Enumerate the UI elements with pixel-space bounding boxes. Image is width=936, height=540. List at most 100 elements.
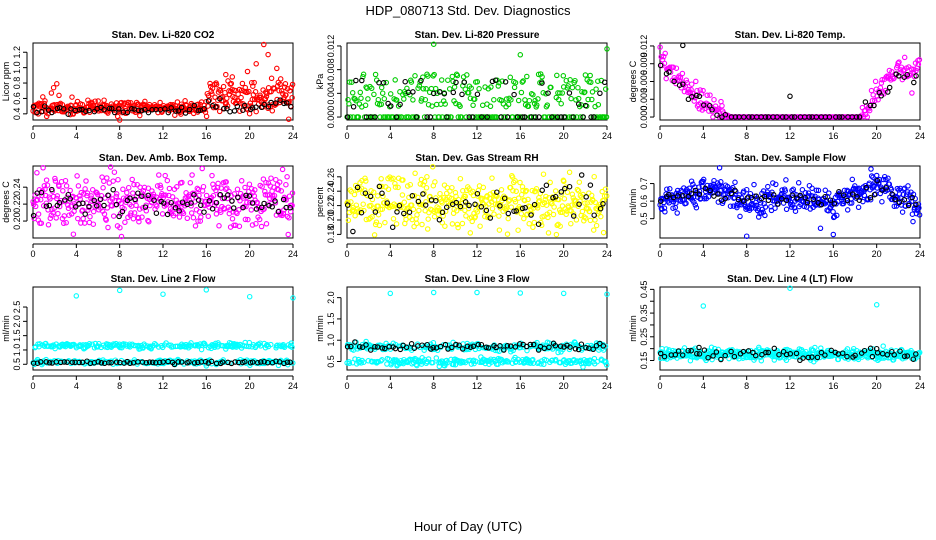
data-point xyxy=(558,191,565,197)
data-point xyxy=(601,79,608,86)
x-tick-label: 20 xyxy=(245,381,255,391)
data-point xyxy=(194,185,201,192)
data-point xyxy=(119,208,126,215)
data-point xyxy=(795,180,802,186)
chart-title: Stan. Dev. Sample Flow xyxy=(734,153,846,164)
data-point xyxy=(150,191,157,197)
data-point xyxy=(836,114,843,120)
data-point xyxy=(570,211,577,217)
data-point xyxy=(242,102,248,109)
data-point xyxy=(45,222,52,228)
data-point xyxy=(700,102,707,108)
data-point xyxy=(782,188,789,194)
y-axis-label: ml/min xyxy=(1,315,11,342)
data-point xyxy=(228,80,235,87)
data-point xyxy=(685,193,692,200)
data-point xyxy=(246,193,253,199)
data-point xyxy=(271,192,278,199)
data-point xyxy=(174,99,181,105)
data-point xyxy=(350,228,356,235)
data-point xyxy=(251,79,257,86)
data-point xyxy=(496,227,503,233)
data-point xyxy=(75,183,82,189)
data-point xyxy=(54,81,60,87)
data-point xyxy=(572,77,578,84)
data-point xyxy=(376,183,383,190)
x-tick-label: 24 xyxy=(602,131,612,141)
data-point xyxy=(502,114,508,120)
y-tick-label: 0.012 xyxy=(639,35,649,58)
data-point xyxy=(912,195,918,202)
data-point xyxy=(582,200,588,206)
data-point xyxy=(66,198,73,204)
data-point xyxy=(564,189,571,196)
data-point xyxy=(526,97,533,104)
data-point xyxy=(47,215,54,222)
data-point xyxy=(40,165,46,171)
data-point xyxy=(421,114,428,120)
y-axis-label: degrees C xyxy=(1,181,11,223)
data-point xyxy=(234,103,241,110)
data-point xyxy=(657,198,664,204)
data-point xyxy=(419,202,426,208)
data-series xyxy=(657,177,919,209)
data-point xyxy=(441,90,448,97)
data-point xyxy=(244,68,251,75)
data-point xyxy=(356,101,363,107)
data-point xyxy=(740,198,747,204)
data-point xyxy=(262,188,268,195)
data-point xyxy=(283,92,289,98)
data-point xyxy=(345,199,351,205)
data-point xyxy=(833,114,839,120)
data-point xyxy=(262,96,269,102)
panel-grid: Stan. Dev. Li-820 CO2 0 4 8 12 16 20 24 0.4 0.6 0.… xyxy=(1,30,925,391)
data-point xyxy=(558,189,565,195)
data-point xyxy=(525,103,532,110)
data-point xyxy=(289,190,296,196)
x-tick-label: 20 xyxy=(245,249,255,259)
x-tick-label: 12 xyxy=(785,249,795,259)
data-point xyxy=(711,96,717,103)
data-point xyxy=(85,207,91,213)
data-point xyxy=(34,170,40,176)
data-point xyxy=(423,86,429,92)
data-point xyxy=(157,182,163,189)
data-point xyxy=(382,219,388,226)
data-point xyxy=(591,173,597,180)
data-point xyxy=(515,227,521,233)
data-point xyxy=(519,114,526,120)
data-point xyxy=(450,89,457,96)
data-point xyxy=(510,187,516,194)
data-point xyxy=(116,287,123,294)
data-point xyxy=(432,85,439,92)
data-point xyxy=(511,91,517,98)
x-tick-label: 16 xyxy=(828,381,838,391)
data-point xyxy=(454,221,461,228)
data-point xyxy=(91,108,98,115)
data-point xyxy=(901,186,907,192)
data-point xyxy=(139,193,145,199)
data-point xyxy=(911,79,917,86)
data-point xyxy=(537,71,544,77)
chart-panel: Stan. Dev. Line 2 Flow 0 4 8 12 16 20 24 0.51.0 1… xyxy=(1,274,298,391)
data-point xyxy=(392,77,398,83)
chart-title: Stan. Dev. Li-820 Pressure xyxy=(415,30,540,41)
data-series xyxy=(657,44,923,120)
data-point xyxy=(674,77,680,84)
data-point xyxy=(408,341,415,347)
x-tick-label: 16 xyxy=(828,131,838,141)
x-tick-label: 24 xyxy=(915,131,925,141)
data-point xyxy=(792,208,799,214)
data-point xyxy=(393,221,400,227)
data-point xyxy=(247,199,253,206)
x-tick-label: 24 xyxy=(288,381,298,391)
data-point xyxy=(530,91,536,98)
data-point xyxy=(229,216,236,222)
data-point xyxy=(864,114,871,120)
data-point xyxy=(67,196,73,202)
data-point xyxy=(423,199,429,205)
data-point xyxy=(371,91,377,98)
data-point xyxy=(372,114,378,120)
data-point xyxy=(244,199,250,206)
data-point xyxy=(393,97,400,103)
